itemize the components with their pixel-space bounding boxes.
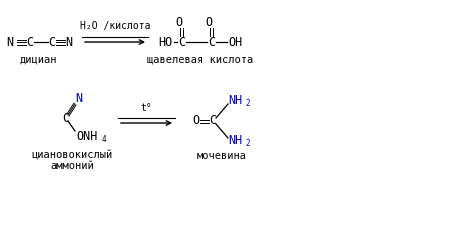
Text: O: O [192,115,199,128]
Text: мочевина: мочевина [197,151,247,161]
Text: N: N [6,36,13,49]
Text: O: O [206,15,212,28]
Text: ONH: ONH [76,130,97,143]
Text: C: C [26,36,33,49]
Text: H₂O /кислота: H₂O /кислота [80,21,150,31]
Text: C: C [48,36,55,49]
Text: дициан: дициан [19,55,57,65]
Text: 2: 2 [245,100,249,109]
Text: щавелевая кислота: щавелевая кислота [147,55,253,65]
Text: HO: HO [158,36,172,49]
Text: O: O [175,15,183,28]
Text: NH: NH [228,134,242,148]
Text: C: C [208,36,215,49]
Text: C: C [62,112,69,125]
Text: аммоний: аммоний [50,161,94,171]
Text: C: C [178,36,185,49]
Text: C: C [209,115,216,128]
Text: N: N [75,91,82,104]
Text: t°: t° [141,103,152,113]
Text: 2: 2 [245,140,249,149]
Text: N: N [65,36,72,49]
Text: NH: NH [228,94,242,107]
Text: циановокислый: циановокислый [32,151,113,161]
Text: OH: OH [228,36,242,49]
Text: 4: 4 [102,134,106,143]
